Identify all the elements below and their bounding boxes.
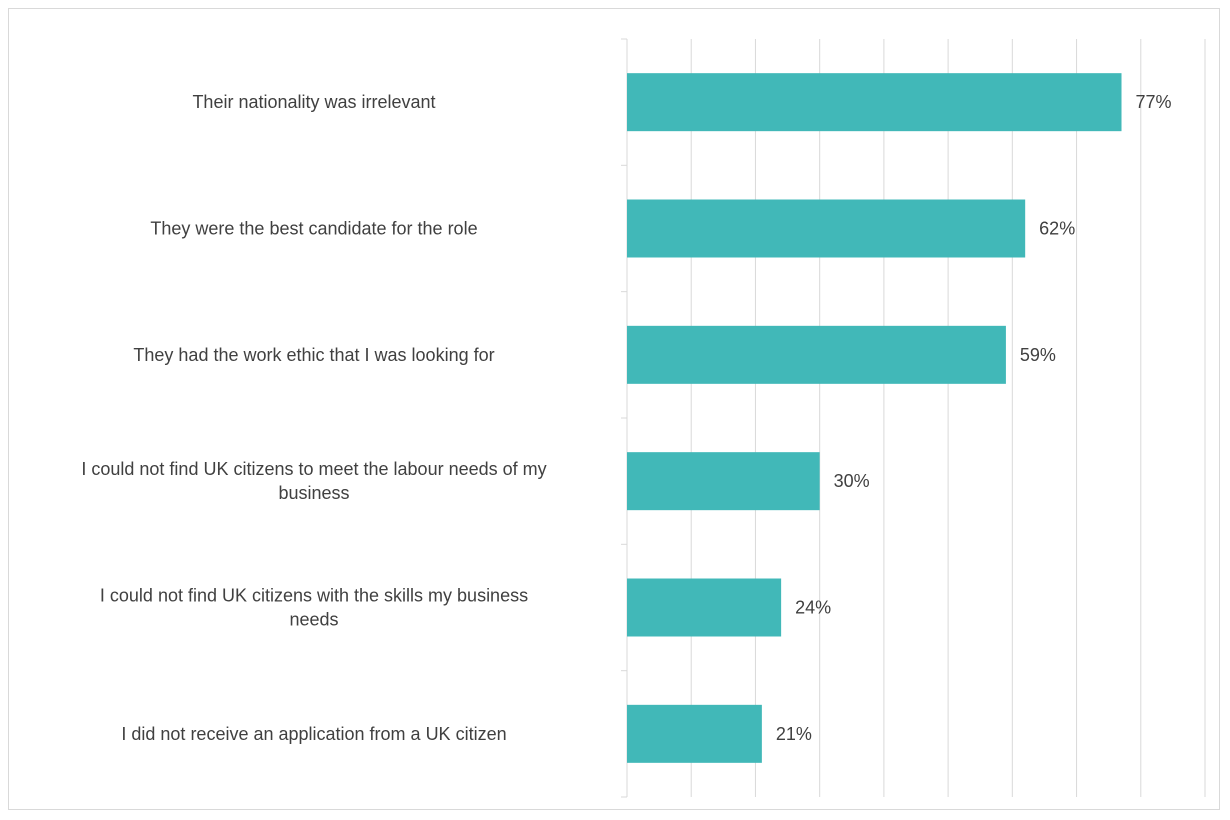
bar <box>627 199 1026 258</box>
data-label: 59% <box>1020 345 1056 365</box>
category-label: I did not receive an application from a … <box>121 724 506 744</box>
labels: 77% Their nationality was irrelevant 62% Th… <box>81 92 1171 744</box>
category-label: Their nationality was irrelevant <box>192 92 435 112</box>
category-label: I could not find UK citizens with the sk… <box>100 586 528 630</box>
data-label: 30% <box>834 471 870 491</box>
category-label-line: Their nationality was irrelevant <box>192 92 435 112</box>
category-label: I could not find UK citizens to meet the… <box>81 459 546 503</box>
chart-frame: 77% Their nationality was irrelevant 62% Th… <box>8 8 1220 810</box>
category-label-line: I could not find UK citizens to meet the… <box>81 459 546 479</box>
bar <box>627 325 1006 384</box>
category-label: They were the best candidate for the rol… <box>150 219 477 239</box>
data-label: 77% <box>1136 92 1172 112</box>
category-label: They had the work ethic that I was looki… <box>133 345 494 365</box>
category-label-line: They were the best candidate for the rol… <box>150 219 477 239</box>
category-label-line: I could not find UK citizens with the sk… <box>100 586 528 606</box>
bar-chart: 77% Their nationality was irrelevant 62% Th… <box>81 38 1206 798</box>
gridlines <box>690 39 1206 797</box>
bar <box>627 452 820 511</box>
category-label-line: I did not receive an application from a … <box>121 724 506 744</box>
category-label-line: They had the work ethic that I was looki… <box>133 345 494 365</box>
data-label: 24% <box>795 598 831 618</box>
category-label-line: needs <box>289 610 338 630</box>
category-axis <box>621 38 628 798</box>
category-label-line: business <box>278 483 349 503</box>
bars <box>627 73 1122 763</box>
data-label: 62% <box>1039 219 1075 239</box>
bar <box>627 578 782 637</box>
bar <box>627 704 762 763</box>
data-label: 21% <box>776 724 812 744</box>
bar <box>627 73 1122 132</box>
